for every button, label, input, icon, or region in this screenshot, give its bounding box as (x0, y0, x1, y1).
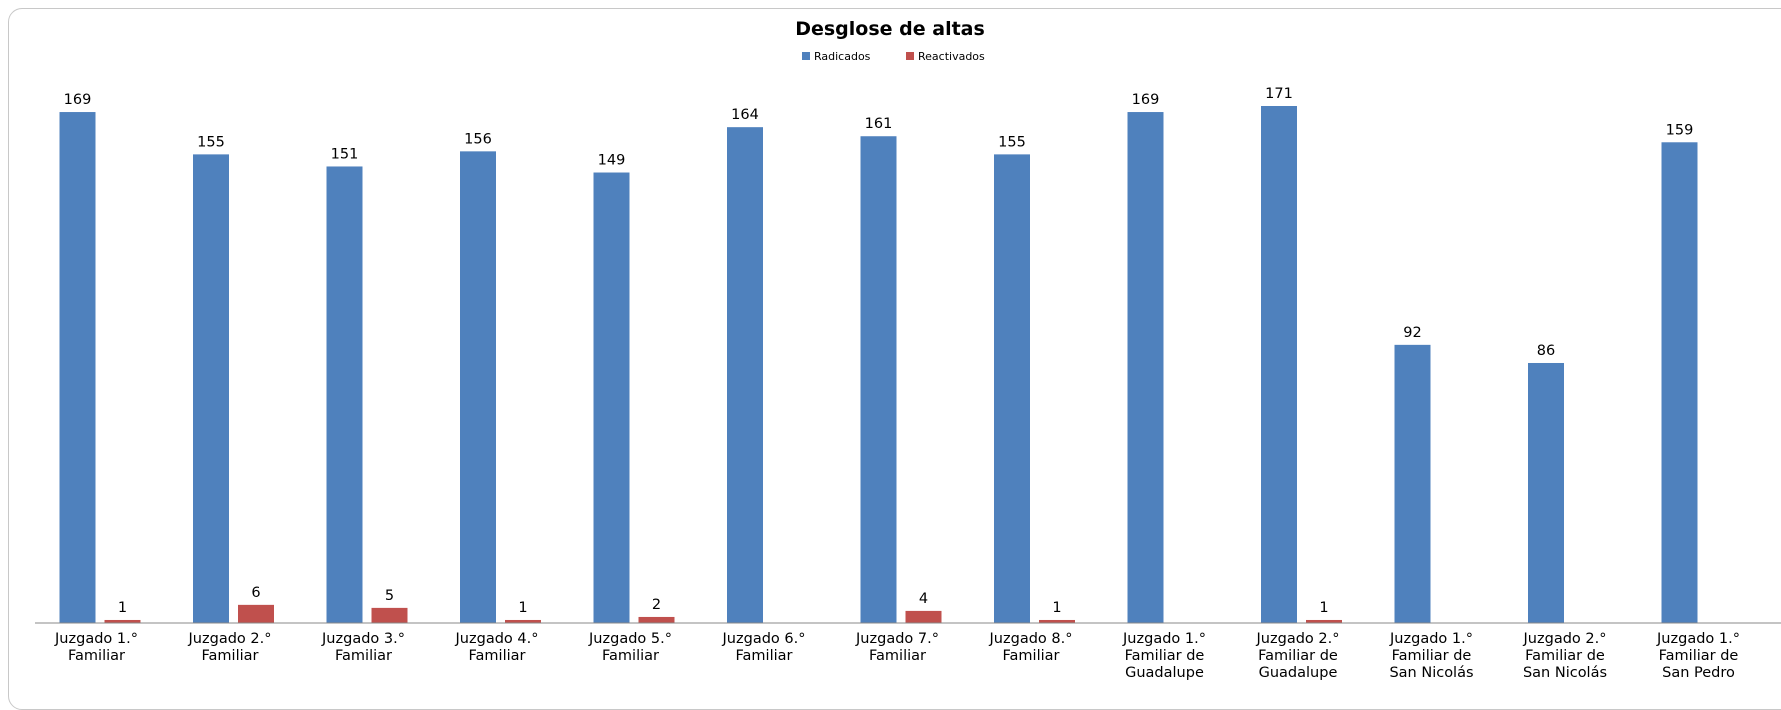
bar-reactivados-7 (905, 610, 942, 623)
bar-reactivados-2 (238, 604, 274, 623)
bar-radicados-11 (1394, 344, 1431, 623)
bar-reactivados-3 (371, 607, 408, 623)
category-label-1: Juzgado 1.° Familiar (54, 631, 138, 664)
bar-reactivados-1 (104, 619, 141, 623)
bar-radicados-3 (326, 166, 363, 623)
data-label-radicados-2: 155 (197, 134, 225, 150)
data-label-radicados-10: 171 (1265, 86, 1293, 102)
bar-radicados-6 (727, 127, 763, 623)
bar-radicados-4 (460, 151, 496, 623)
data-label-radicados-9: 169 (1132, 92, 1160, 108)
bar-radicados-7 (860, 136, 897, 623)
data-label-radicados-6: 164 (731, 107, 759, 123)
bar-radicados-10 (1261, 106, 1297, 623)
category-label-13: Juzgado 1.° Familiar de San Pedro (1656, 631, 1740, 681)
category-label-9: Juzgado 1.° Familiar de Guadalupe (1122, 631, 1206, 681)
data-label-radicados-5: 149 (598, 153, 626, 169)
bar-chart: Desglose de altas Radicados Reactivados 1… (35, 18, 1781, 681)
category-label-3: Juzgado 3.° Familiar (321, 631, 405, 664)
bars (59, 106, 1698, 623)
chart-title: Desglose de altas (795, 18, 985, 40)
data-label-radicados-11: 92 (1403, 325, 1421, 341)
category-label-8: Juzgado 8.° Familiar (989, 631, 1073, 664)
category-label-11: Juzgado 1.° Familiar de San Nicolás (1389, 631, 1474, 681)
data-label-reactivados-7: 4 (919, 591, 928, 607)
data-label-reactivados-10: 1 (1319, 600, 1328, 616)
bar-radicados-5 (593, 172, 630, 623)
category-label-12: Juzgado 2.° Familiar de San Nicolás (1523, 631, 1608, 681)
bar-radicados-2 (193, 154, 229, 623)
category-label-5: Juzgado 5.° Familiar (588, 631, 672, 664)
legend-label-radicados: Radicados (814, 50, 871, 63)
legend-swatch-reactivados (906, 52, 914, 60)
data-label-reactivados-4: 1 (518, 600, 527, 616)
data-label-radicados-1: 169 (64, 92, 92, 108)
bar-reactivados-5 (638, 616, 675, 623)
bar-radicados-13 (1661, 142, 1698, 623)
data-label-radicados-4: 156 (464, 131, 492, 147)
data-label-radicados-7: 161 (865, 116, 893, 132)
legend: Radicados Reactivados (802, 50, 985, 63)
data-label-radicados-3: 151 (331, 146, 359, 162)
data-label-radicados-13: 159 (1666, 122, 1694, 138)
bar-reactivados-8 (1039, 619, 1075, 623)
data-label-reactivados-5: 2 (652, 597, 661, 613)
bar-reactivados-10 (1306, 619, 1342, 623)
data-label-reactivados-1: 1 (118, 600, 127, 616)
data-label-radicados-8: 155 (998, 134, 1026, 150)
category-labels: Juzgado 1.° Familiar Juzgado 2.° Familiar Ju… (54, 631, 1740, 681)
bar-reactivados-4 (505, 619, 541, 623)
data-label-reactivados-8: 1 (1052, 600, 1061, 616)
bar-radicados-9 (1127, 112, 1164, 623)
category-label-7: Juzgado 7.° Familiar (855, 631, 939, 664)
category-label-10: Juzgado 2.° Familiar de Guadalupe (1256, 631, 1340, 681)
bar-radicados-8 (994, 154, 1030, 623)
data-label-radicados-12: 86 (1537, 343, 1555, 359)
category-label-2: Juzgado 2.° Familiar (188, 631, 272, 664)
category-label-6: Juzgado 6.° Familiar (722, 631, 806, 664)
data-label-reactivados-3: 5 (385, 588, 394, 604)
legend-label-reactivados: Reactivados (918, 50, 985, 63)
legend-swatch-radicados (802, 52, 810, 60)
bar-radicados-1 (59, 112, 96, 623)
data-label-reactivados-2: 6 (251, 585, 260, 601)
category-label-4: Juzgado 4.° Familiar (455, 631, 539, 664)
data-labels: 169 1 155 6 151 5 156 1 149 2 164 161 4 155 1 169 171 1 92… (64, 86, 1694, 616)
bar-radicados-12 (1528, 362, 1564, 623)
